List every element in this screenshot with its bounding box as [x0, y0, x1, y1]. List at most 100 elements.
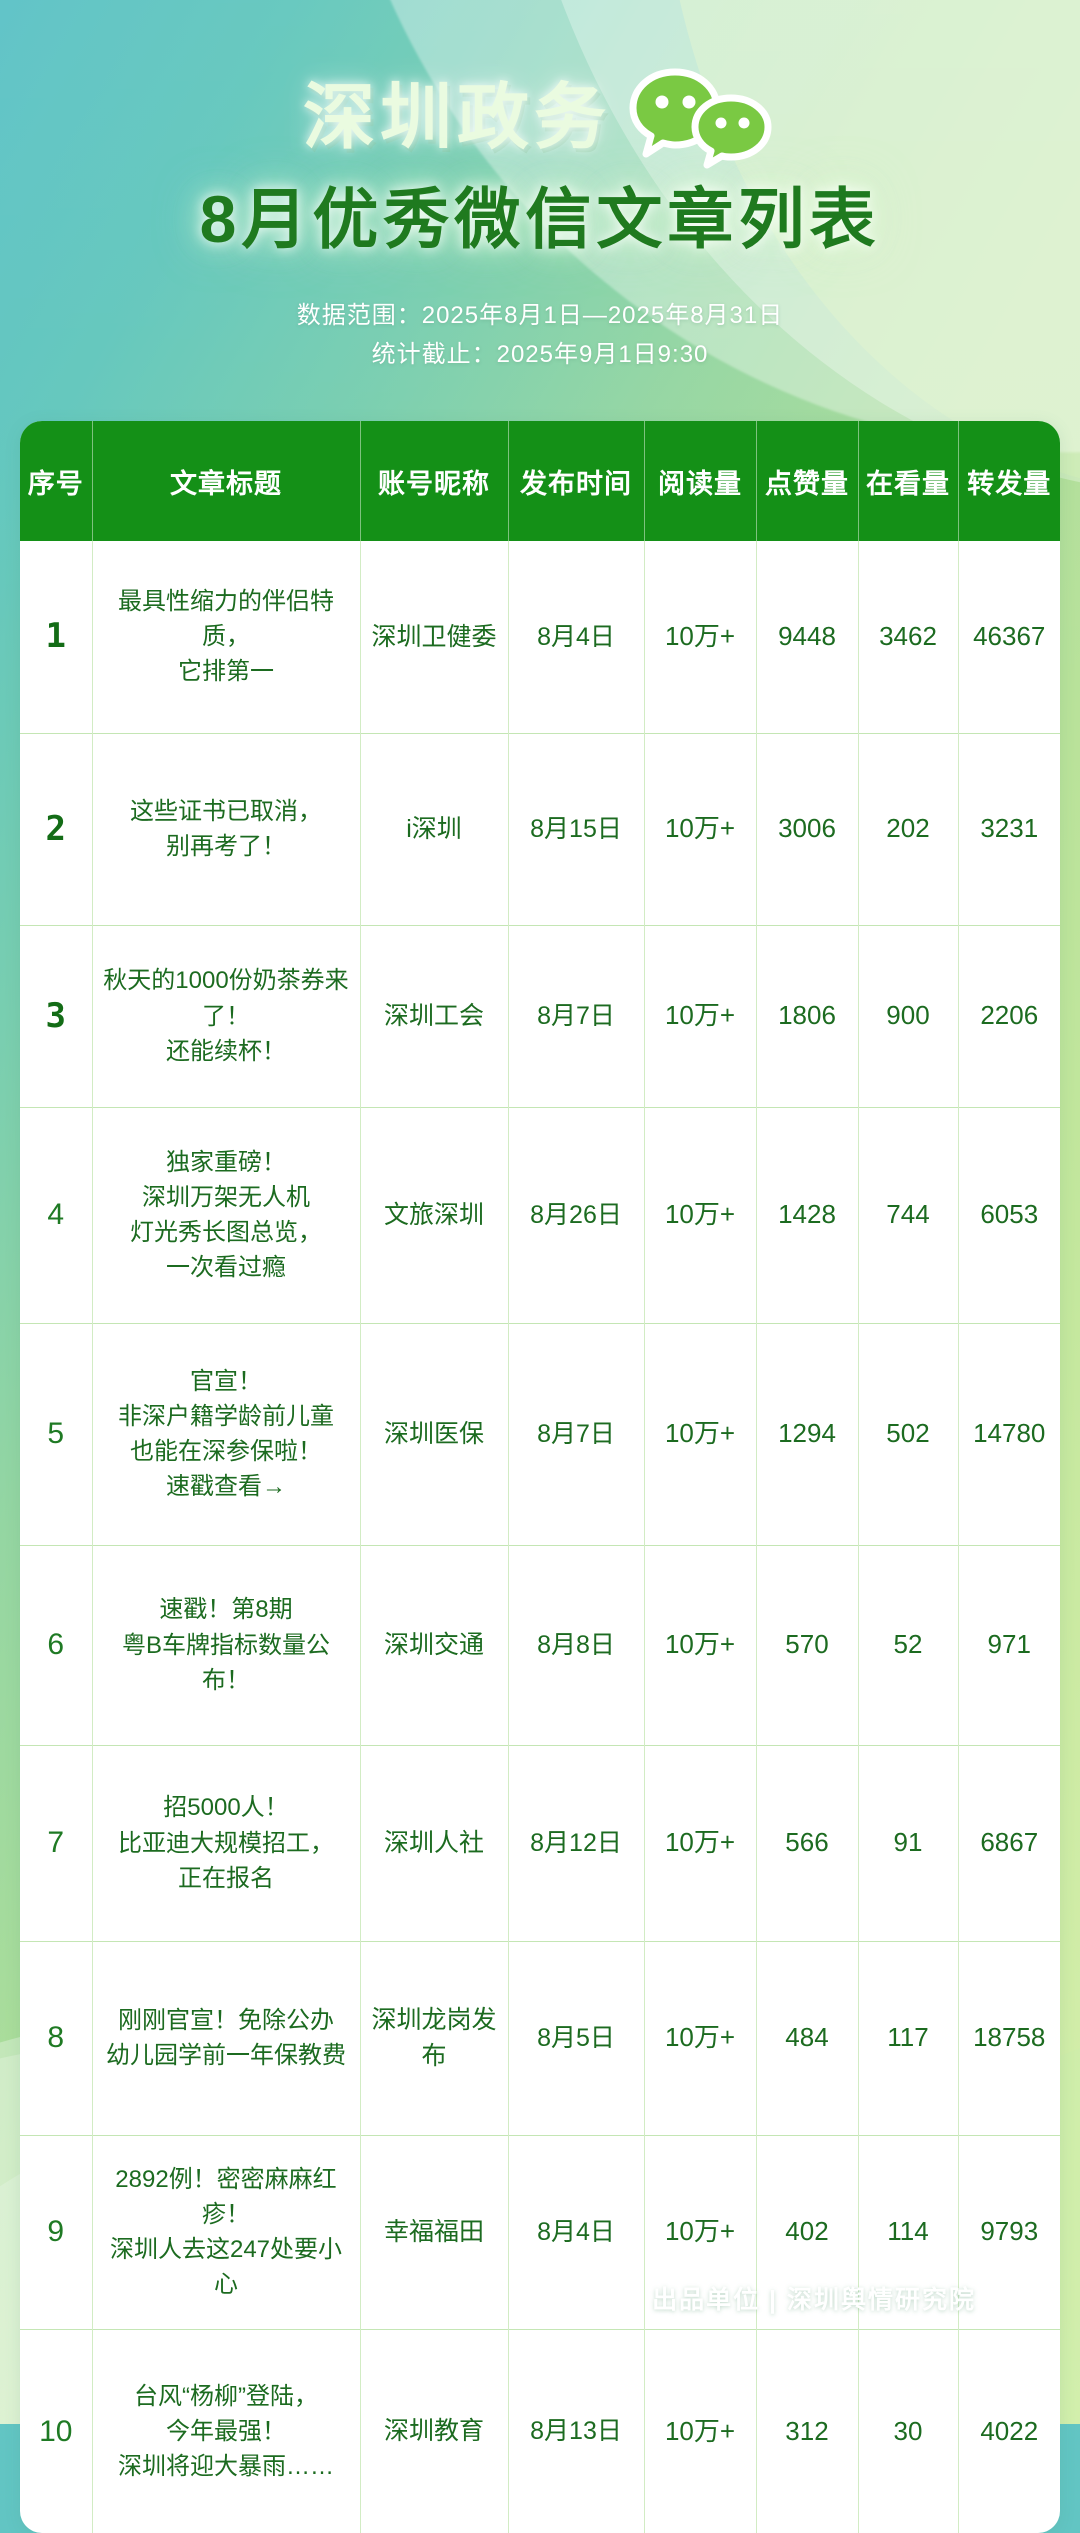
cell-account: 深圳工会: [359, 924, 508, 1108]
cell-watching: 502: [857, 1322, 958, 1546]
cell-reads: 10万+: [643, 541, 756, 734]
cell-rank: 9: [20, 2134, 92, 2330]
cell-rank: 8: [20, 1940, 92, 2136]
cell-account: 深圳交通: [359, 1544, 508, 1746]
cell-article-title: 刚刚官宣！免除公办 幼儿园学前一年保教费: [91, 1940, 360, 2136]
cell-article-title: 2892例！密密麻麻红疹！ 深圳人去这247处要小心: [91, 2134, 360, 2330]
cell-reads: 10万+: [643, 1940, 756, 2136]
cell-shares: 18758: [957, 1940, 1060, 2136]
cell-reads: 10万+: [643, 1106, 756, 1324]
cell-date: 8月5日: [507, 1940, 644, 2136]
cell-likes: 566: [755, 1744, 858, 1942]
table-row: 2 这些证书已取消， 别再考了！ i深圳 8月15日 10万+ 3006 202 3231: [20, 732, 1060, 926]
column-header-reads: 阅读量: [643, 421, 756, 542]
cell-likes: 1294: [755, 1322, 858, 1546]
table-row: 1 最具性缩力的伴侣特质， 它排第一 深圳卫健委 8月4日 10万+ 9448 3462 463…: [20, 541, 1060, 734]
statistics-cutoff-text: 统计截止：2025年9月1日9:30: [371, 341, 709, 369]
cell-likes: 312: [755, 2328, 858, 2533]
cell-account: 幸福福田: [359, 2134, 508, 2330]
column-header-watching: 在看量: [857, 421, 958, 542]
title-row: 深圳政务: [0, 58, 1080, 178]
cell-watching: 202: [857, 732, 958, 926]
cell-date: 8月4日: [507, 2134, 644, 2330]
cell-account: 深圳人社: [359, 1744, 508, 1942]
table-body: 1 最具性缩力的伴侣特质， 它排第一 深圳卫健委 8月4日 10万+ 9448 3462 463…: [20, 541, 1060, 2533]
cell-rank: 7: [20, 1744, 92, 1942]
cell-shares: 14780: [957, 1322, 1060, 1546]
cell-shares: 4022: [957, 2328, 1060, 2533]
cell-account: 深圳教育: [359, 2328, 508, 2533]
poster-footer: 出品单位 | 深圳舆情研究院: [0, 2280, 1080, 2316]
meta-block: 数据范围：2025年8月1日—2025年8月31日 统计截止：2025年9月1日…: [0, 297, 1080, 375]
poster-header: 深圳政务 8月优秀微信文章列表 数据范围: [0, 0, 1080, 375]
cell-rank: 4: [20, 1106, 92, 1324]
table-row: 6 速戳！第8期 粤B车牌指标数量公布！ 深圳交通 8月8日 10万+ 570 52 971: [20, 1544, 1060, 1746]
cell-date: 8月7日: [507, 1322, 644, 1546]
cell-shares: 971: [957, 1544, 1060, 1746]
cell-rank: 5: [20, 1322, 92, 1546]
article-table: 序号 文章标题 账号昵称 发布时间 阅读量 点赞量 在看量 转发量 1 最具性缩力…: [20, 421, 1060, 2533]
table-row: 4 独家重磅！ 深圳万架无人机 灯光秀长图总览， 一次看过瘾 文旅深圳 8月26日 10万+ 1…: [20, 1106, 1060, 1324]
column-header-title: 文章标题: [91, 421, 360, 542]
table-header: 序号 文章标题 账号昵称 发布时间 阅读量 点赞量 在看量 转发量: [20, 421, 1060, 542]
page-subtitle: 8月优秀微信文章列表: [199, 182, 881, 256]
cell-watching: 744: [857, 1106, 958, 1324]
wechat-logo-icon: [627, 66, 777, 170]
cell-watching: 52: [857, 1544, 958, 1746]
cell-reads: 10万+: [643, 1744, 756, 1942]
table-row: 8 刚刚官宣！免除公办 幼儿园学前一年保教费 深圳龙岗发布 8月5日 10万+ 484 117…: [20, 1940, 1060, 2136]
cell-rank: 6: [20, 1544, 92, 1746]
cell-watching: 114: [857, 2134, 958, 2330]
cell-watching: 900: [857, 924, 958, 1108]
cell-date: 8月12日: [507, 1744, 644, 1942]
cell-account: 深圳医保: [359, 1322, 508, 1546]
cell-date: 8月13日: [507, 2328, 644, 2533]
column-header-date: 发布时间: [507, 421, 644, 542]
cell-date: 8月4日: [507, 541, 644, 734]
table-row: 5 官宣！ 非深户籍学龄前儿童 也能在深参保啦！ 速戳查看→ 深圳医保 8月7日 10万+ 12…: [20, 1322, 1060, 1546]
cell-shares: 6867: [957, 1744, 1060, 1942]
cell-article-title: 秋天的1000份奶茶券来了！ 还能续杯！: [91, 924, 360, 1108]
cell-reads: 10万+: [643, 1322, 756, 1546]
cell-article-title: 官宣！ 非深户籍学龄前儿童 也能在深参保啦！ 速戳查看→: [91, 1322, 360, 1546]
article-table-container: 序号 文章标题 账号昵称 发布时间 阅读量 点赞量 在看量 转发量 1 最具性缩力…: [20, 421, 1060, 2533]
page-title: 深圳政务: [302, 78, 611, 158]
cell-likes: 1806: [755, 924, 858, 1108]
cell-account: 深圳卫健委: [359, 541, 508, 734]
cell-date: 8月7日: [507, 924, 644, 1108]
table-row: 7 招5000人！ 比亚迪大规模招工， 正在报名 深圳人社 8月12日 10万+ 566 91 6…: [20, 1744, 1060, 1942]
cell-article-title: 独家重磅！ 深圳万架无人机 灯光秀长图总览， 一次看过瘾: [91, 1106, 360, 1324]
cell-article-title: 最具性缩力的伴侣特质， 它排第一: [91, 541, 360, 734]
table-row: 10 台风“杨柳”登陆， 今年最强！ 深圳将迎大暴雨…… 深圳教育 8月13日 10万+ 31…: [20, 2328, 1060, 2533]
cell-account: 深圳龙岗发布: [359, 1940, 508, 2136]
cell-rank: 10: [20, 2328, 92, 2533]
table-row: 3 秋天的1000份奶茶券来了！ 还能续杯！ 深圳工会 8月7日 10万+ 1806 900 2…: [20, 924, 1060, 1108]
cell-account: 文旅深圳: [359, 1106, 508, 1324]
cell-shares: 6053: [957, 1106, 1060, 1324]
cell-reads: 10万+: [643, 924, 756, 1108]
cell-shares: 9793: [957, 2134, 1060, 2330]
cell-reads: 10万+: [643, 2328, 756, 2533]
footer-publisher-text: 出品单位 | 深圳舆情研究院: [652, 2286, 976, 2314]
column-header-account: 账号昵称: [359, 421, 508, 542]
table-header-row: 序号 文章标题 账号昵称 发布时间 阅读量 点赞量 在看量 转发量: [20, 421, 1060, 542]
column-header-shares: 转发量: [957, 421, 1060, 542]
cell-rank: 1: [45, 616, 66, 657]
cell-likes: 402: [755, 2134, 858, 2330]
cell-reads: 10万+: [643, 732, 756, 926]
cell-reads: 10万+: [643, 1544, 756, 1746]
cell-watching: 3462: [857, 541, 958, 734]
cell-date: 8月8日: [507, 1544, 644, 1746]
cell-likes: 3006: [755, 732, 858, 926]
cell-watching: 30: [857, 2328, 958, 2533]
cell-shares: 2206: [957, 924, 1060, 1108]
cell-likes: 1428: [755, 1106, 858, 1324]
cell-article-title: 招5000人！ 比亚迪大规模招工， 正在报名: [91, 1744, 360, 1942]
table-row: 9 2892例！密密麻麻红疹！ 深圳人去这247处要小心 幸福福田 8月4日 10万+ 40…: [20, 2134, 1060, 2330]
cell-likes: 570: [755, 1544, 858, 1746]
cell-article-title: 台风“杨柳”登陆， 今年最强！ 深圳将迎大暴雨……: [91, 2328, 360, 2533]
cell-reads: 10万+: [643, 2134, 756, 2330]
cell-rank: 2: [20, 732, 92, 926]
cell-date: 8月26日: [507, 1106, 644, 1324]
